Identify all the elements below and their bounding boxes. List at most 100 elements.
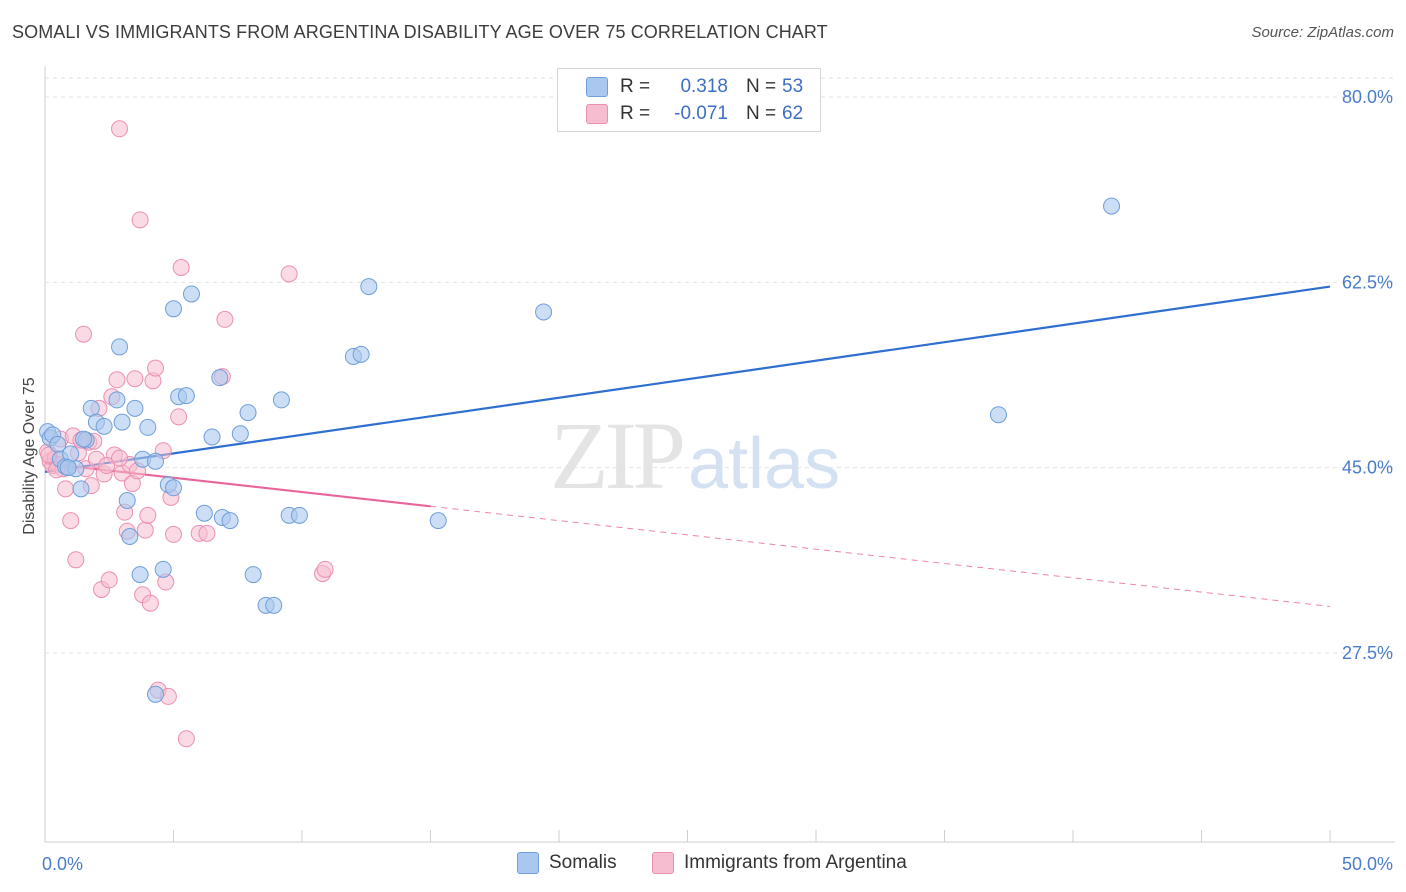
legend-n-value-argentina: 62 [782,103,804,124]
argentina-trend-dashed [430,505,1331,607]
somali-swatch [586,77,608,97]
legend-r-label: R = [620,103,651,124]
somali-point [429,512,447,530]
argentina-point [67,551,85,569]
somali-point [290,506,308,524]
argentina-point [111,120,129,138]
series-legend: Somalis Immigrants from Argentina [0,852,1406,878]
somali-point [111,338,129,356]
argentina-point [136,521,154,539]
argentina-point [98,457,116,475]
legend-row-somali: R = 0.318 N = 53 [586,74,803,100]
y-tick-label: 27.5% [1342,643,1393,663]
somali-point [165,479,182,497]
watermark: ZIPatlas [550,400,840,511]
y-tick-labels: 27.5% 45.0% 62.5% 80.0% [1342,87,1393,663]
somali-point [211,369,229,387]
legend-n-label: N = [746,76,777,97]
y-tick-label: 80.0% [1342,87,1393,107]
chart-title: SOMALI VS IMMIGRANTS FROM ARGENTINA DISA… [12,22,828,42]
legend-r-value-somali: 0.318 [680,76,728,97]
argentina-point [147,359,165,377]
somali-point [118,491,136,509]
correlation-legend: R = 0.318 N = 53 R = -0.071 N = 62 [557,68,821,132]
y-axis-label: Disability Age Over 75 [21,377,38,535]
legend-n-label: N = [746,103,777,124]
somali-point [147,685,165,703]
x-tick-label: 50.0% [1342,854,1393,874]
somali-point [147,452,165,470]
argentina-legend-swatch [652,852,674,874]
somali-point [121,528,139,546]
argentina-point [170,408,188,426]
somali-point [154,560,172,578]
somali-point [195,504,213,522]
argentina-point [62,512,80,530]
argentina-point [216,310,234,328]
somali-point [989,406,1007,424]
argentina-point [100,571,118,589]
somali-point [113,413,131,431]
argentina-point [316,560,334,578]
axes [44,66,1395,843]
legend-r-value-argentina: -0.071 [674,103,728,124]
argentina-point [131,211,149,229]
y-tick-label: 62.5% [1342,272,1393,292]
somali-point [131,566,149,584]
somali-point [139,418,157,436]
somali-point [203,428,221,446]
watermark-zip: ZIP [550,402,686,509]
somali-point [352,345,370,363]
chart-source: Source: ZipAtlas.com [1251,24,1394,41]
x-tick-label: 0.0% [42,854,83,874]
legend-row-argentina: R = -0.071 N = 62 [586,101,803,127]
somalis-legend-label: Somalis [549,852,617,873]
argentina-trend-group [44,462,1331,607]
watermark-atlas: atlas [688,424,841,504]
legend-item-argentina: Immigrants from Argentina [652,852,907,874]
x-tick-labels: 0.0% 50.0% [42,854,1393,874]
legend-item-somalis: Somalis [517,852,617,874]
somali-trend-line [44,285,1331,473]
legend-r-label: R = [620,76,651,97]
somali-point [75,430,93,448]
argentina-point [108,371,126,389]
argentina-point [139,506,157,524]
somalis-legend-swatch [517,852,539,874]
argentina-point [280,265,298,283]
somali-point [239,404,257,422]
somali-point [126,399,144,417]
somali-point [62,445,80,463]
argentina-point [75,325,93,343]
somali-point [59,459,77,477]
y-tick-label: 45.0% [1342,458,1393,478]
somali-point [535,303,553,321]
argentina-point [126,370,144,388]
argentina-legend-label: Immigrants from Argentina [684,852,907,873]
argentina-point [165,525,182,543]
grid-lines [45,77,1395,654]
somali-point [360,278,378,296]
somali-point [272,391,290,409]
somali-point [177,387,195,405]
somali-point [182,285,200,303]
somali-trend-group [44,285,1331,473]
argentina-point [111,449,129,467]
argentina-point [172,259,190,277]
somali-point [165,300,182,318]
argentina-swatch [586,104,608,124]
somali-point [231,425,249,443]
somali-point [108,391,126,409]
somali-point [265,596,283,614]
somali-point [221,512,239,530]
somali-point [95,417,113,435]
somali-point [72,480,90,498]
argentina-point [57,480,75,498]
somali-point [244,566,262,584]
somali-point [1103,197,1121,215]
somali-points [39,197,1121,703]
legend-n-value-somali: 53 [782,76,804,97]
argentina-point [198,524,216,542]
argentina-point [141,594,159,612]
